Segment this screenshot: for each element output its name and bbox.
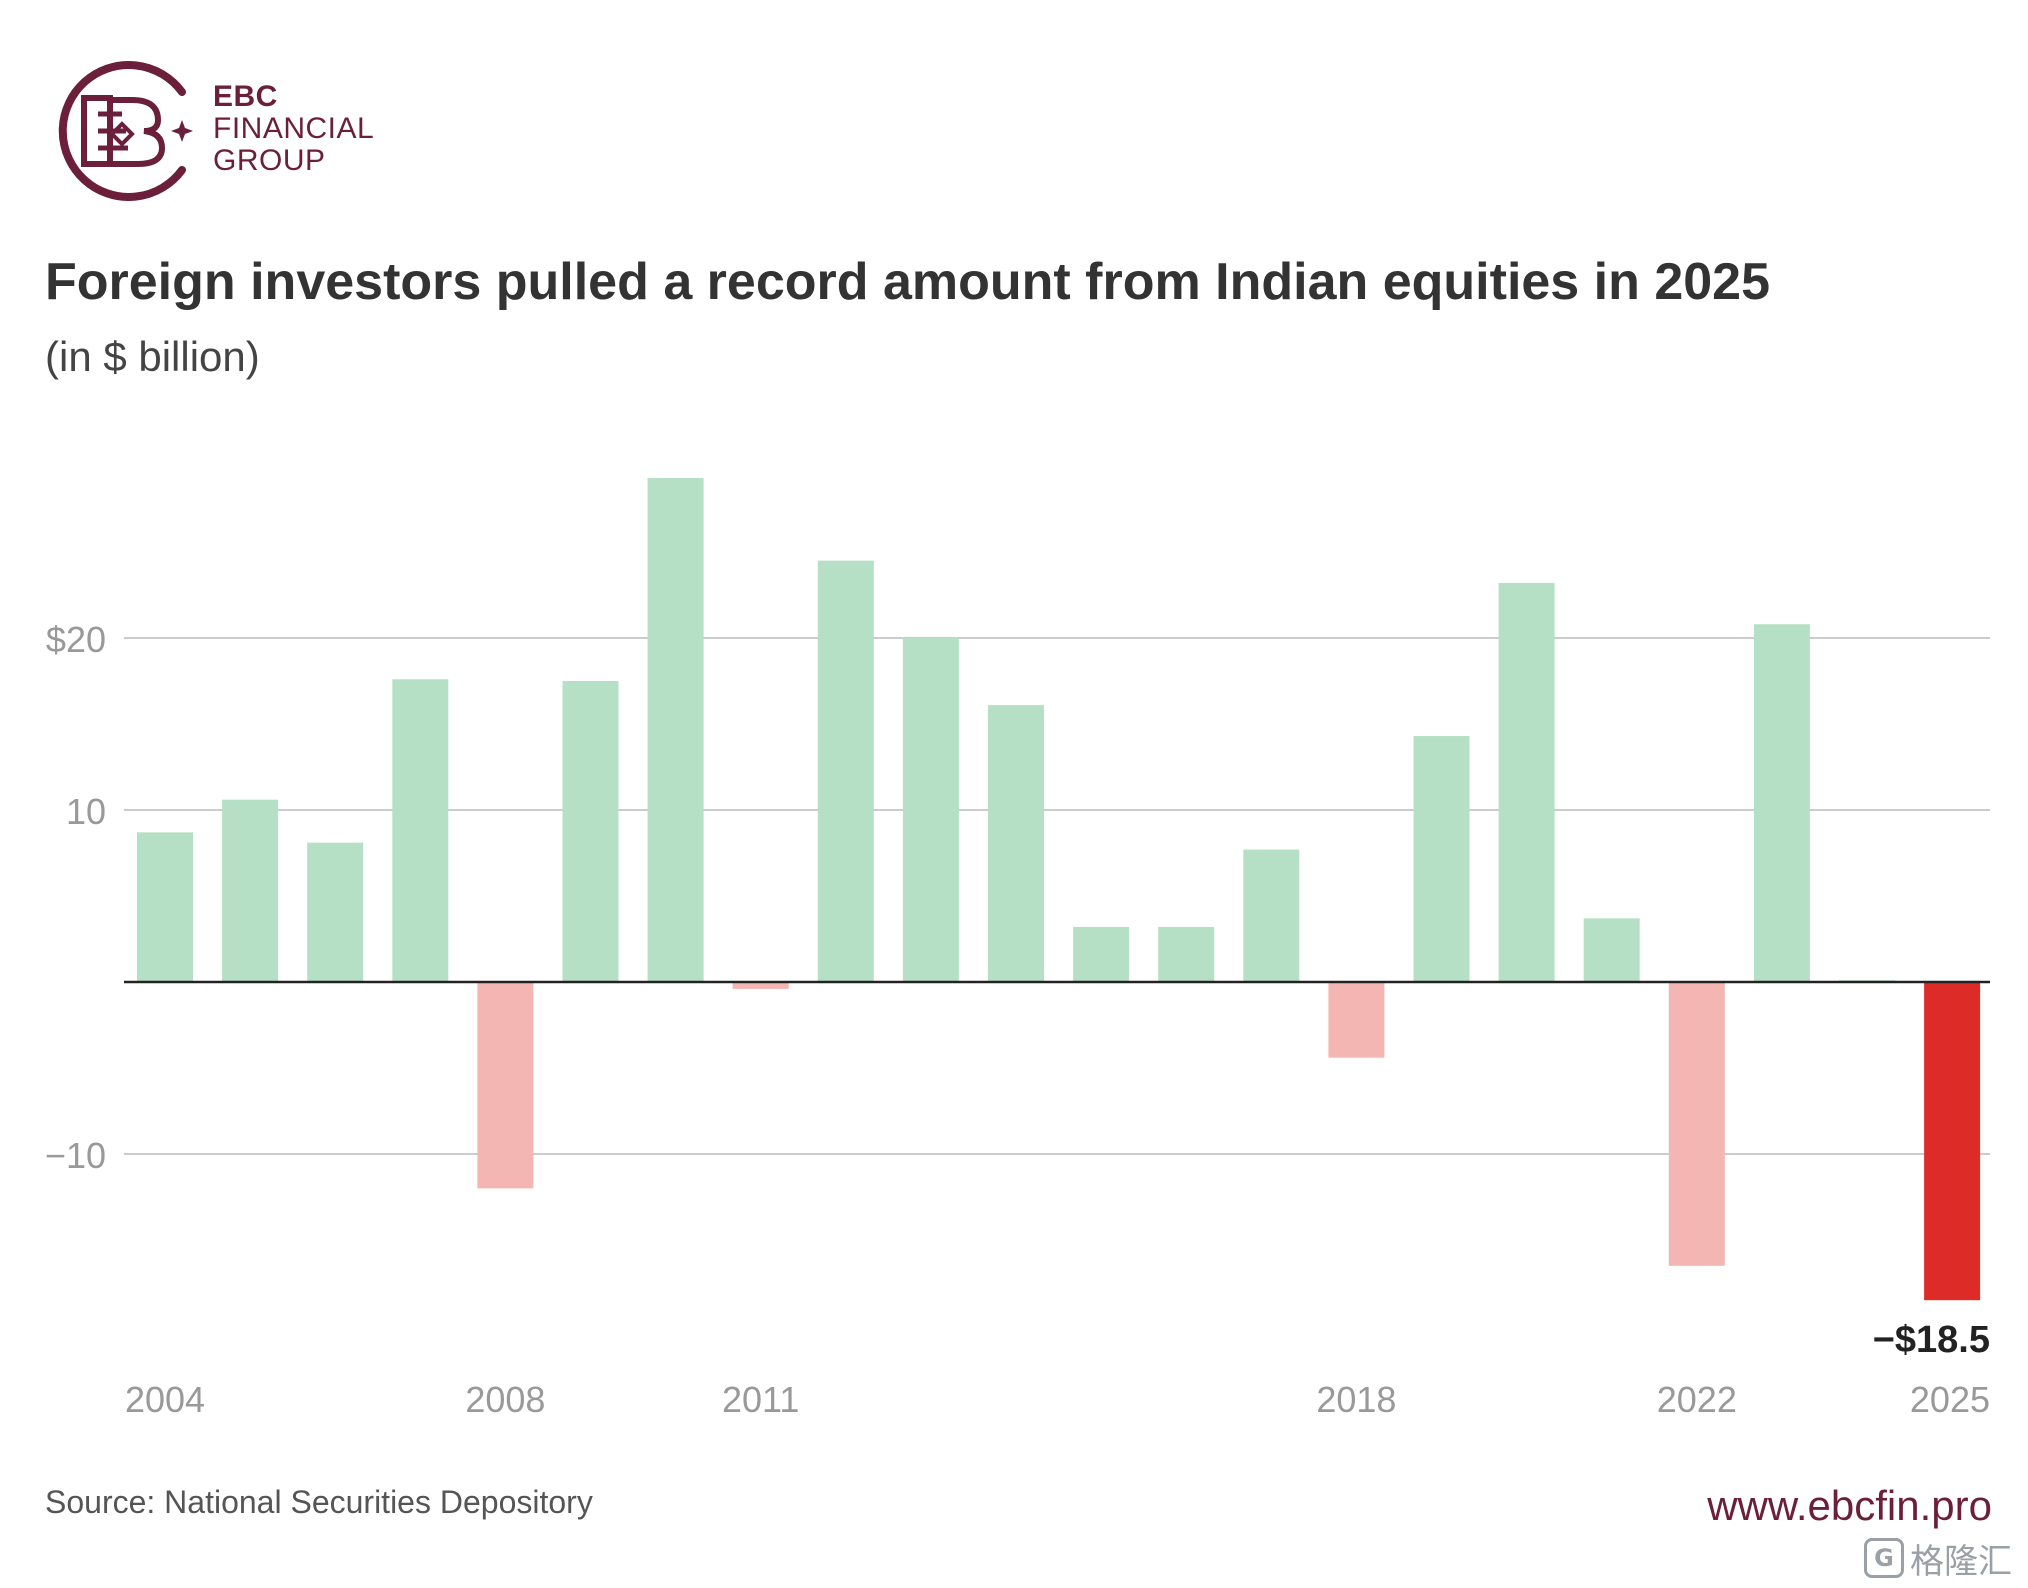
bar-2012	[817, 560, 874, 982]
website-link[interactable]: www.ebcfin.pro	[1707, 1482, 1992, 1529]
bar-2017	[1243, 849, 1300, 982]
brand-name-line-3: GROUP	[213, 144, 326, 177]
y-tick-label: $20	[46, 619, 106, 660]
brand-name-line-1: EBC	[213, 80, 278, 113]
bar-2009	[562, 681, 619, 982]
bar-2021	[1583, 918, 1640, 982]
brand-name-line-2: FINANCIAL	[213, 112, 375, 145]
chart-title: Foreign investors pulled a record amount…	[45, 253, 1771, 311]
bar-2015	[1073, 926, 1130, 982]
bar-2023	[1753, 624, 1810, 982]
x-tick-label: 2008	[465, 1379, 545, 1420]
data-label-2025: −$18.5	[1873, 1319, 1990, 1361]
bar-2011	[732, 982, 789, 989]
ebc-logo-icon	[58, 61, 193, 201]
watermark-logo-icon: G	[1864, 1538, 1904, 1578]
bar-2013	[902, 638, 959, 982]
y-tick-label: −10	[45, 1135, 106, 1176]
bar-2019	[1413, 736, 1470, 982]
x-tick-label: 2004	[125, 1379, 205, 1420]
bar-2018	[1328, 982, 1385, 1058]
watermark-badge: G 格隆汇	[1864, 1537, 2012, 1582]
bar-2005	[222, 799, 279, 982]
bar-2014	[988, 705, 1044, 982]
chart-subtitle: (in $ billion)	[45, 333, 260, 380]
x-tick-label: 2022	[1657, 1379, 1737, 1420]
bar-2016	[1158, 926, 1215, 982]
bar-2007	[392, 679, 449, 982]
x-tick-label: 2025	[1910, 1379, 1990, 1420]
bar-2006	[307, 842, 364, 982]
bar-2004	[137, 832, 193, 982]
bar-2025	[1924, 982, 1981, 1301]
bar-2020	[1498, 582, 1555, 982]
x-tick-label: 2011	[722, 1379, 799, 1420]
watermark-text: 格隆汇	[1910, 1541, 2012, 1582]
y-tick-label: 10	[66, 791, 106, 832]
bar-2022	[1668, 982, 1725, 1266]
bar-2008	[477, 982, 534, 1189]
x-tick-label: 2018	[1316, 1379, 1396, 1420]
source-note: Source: National Securities Depository	[45, 1484, 593, 1520]
bar-2010	[647, 478, 704, 982]
